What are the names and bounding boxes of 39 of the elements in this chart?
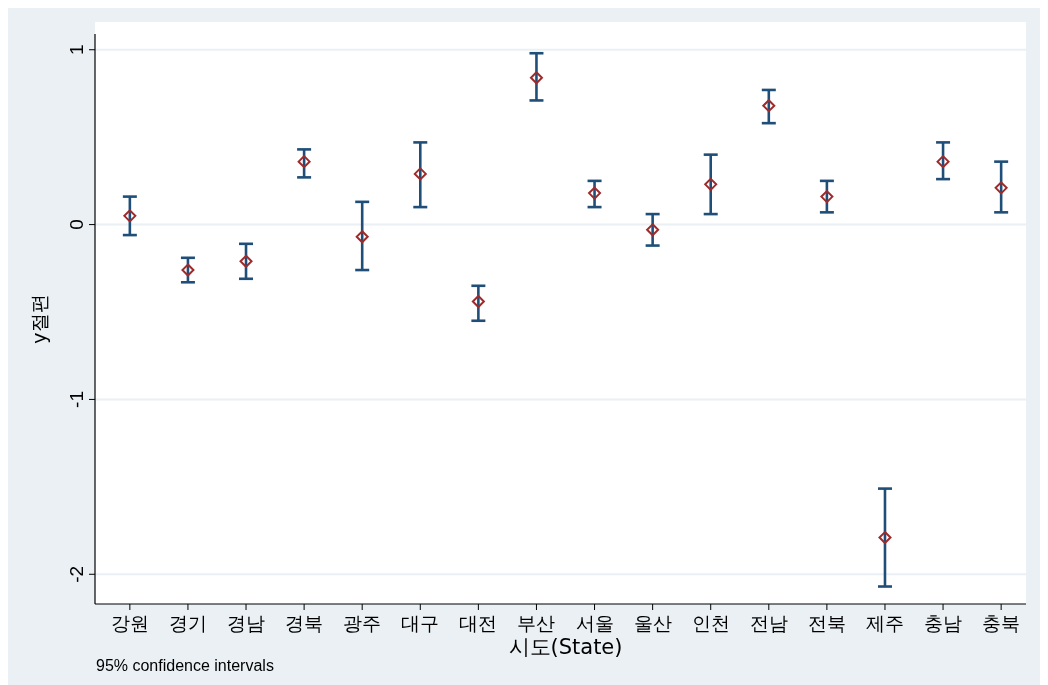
point bbox=[123, 209, 137, 223]
point bbox=[471, 295, 485, 309]
point bbox=[413, 167, 427, 181]
x-tick-label: 인천 bbox=[691, 612, 730, 634]
x-tick-label: 충북 bbox=[982, 612, 1021, 634]
point bbox=[936, 155, 950, 169]
x-tick-label: 대구 bbox=[401, 612, 440, 634]
x-tick-label: 광주 bbox=[343, 612, 382, 634]
y-tick-label: 0 bbox=[66, 219, 87, 230]
point bbox=[239, 254, 253, 268]
y-tick-label: -1 bbox=[66, 390, 87, 408]
point bbox=[529, 71, 543, 85]
point bbox=[762, 99, 776, 113]
x-tick-label: 강원 bbox=[110, 612, 149, 634]
y-axis-title: y절편 bbox=[28, 294, 50, 344]
point bbox=[181, 263, 195, 277]
text: 95% confidence intervals bbox=[96, 657, 274, 674]
x-tick-label: 전북 bbox=[807, 612, 846, 634]
point bbox=[704, 177, 718, 191]
point bbox=[820, 190, 834, 204]
y-tick-label: 1 bbox=[66, 44, 87, 56]
x-tick-label: 울산 bbox=[633, 612, 672, 634]
x-tick-label: 부산 bbox=[517, 612, 556, 634]
point bbox=[588, 186, 602, 200]
x-axis-title: 시도(State) bbox=[508, 635, 623, 659]
x-tick-label: 전남 bbox=[749, 612, 788, 634]
point bbox=[646, 223, 660, 237]
x-tick-label: 서울 bbox=[575, 612, 614, 634]
point bbox=[994, 181, 1008, 195]
x-tick-label: 대전 bbox=[459, 612, 498, 634]
x-tick-label: 경기 bbox=[168, 612, 207, 634]
x-tick-label: 경남 bbox=[227, 612, 266, 634]
y-tick-label: -2 bbox=[66, 565, 87, 583]
x-tick-label: 경북 bbox=[285, 612, 324, 634]
x-tick-label: 제주 bbox=[865, 612, 904, 634]
point bbox=[355, 230, 369, 244]
x-tick-label: 충남 bbox=[924, 612, 963, 634]
point bbox=[878, 531, 892, 545]
point bbox=[297, 155, 311, 169]
